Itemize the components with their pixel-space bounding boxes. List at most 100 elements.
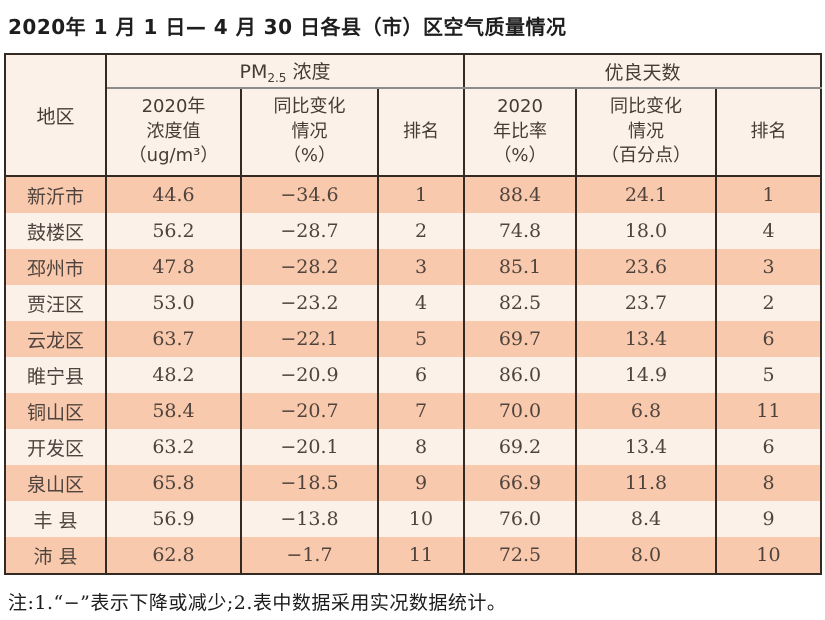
pm-change-cell: −1.7 (240, 537, 379, 574)
pm-change-cell: −23.2 (240, 285, 379, 321)
table-row: 邳州市 47.8 −28.2 3 85.1 23.6 3 (4, 249, 823, 285)
pm-value-cell: 56.9 (105, 501, 242, 537)
pm-rank-header-cell: 排名 (377, 88, 465, 177)
pm-change-cell: −13.8 (240, 501, 379, 537)
pm-change-cell: −34.6 (240, 176, 379, 213)
pm-rank-cell: 8 (377, 429, 465, 465)
pm-value-header-cell: 2020年 浓度值 （ug/m³） (105, 88, 242, 177)
good-change-cell: 23.6 (575, 249, 717, 285)
group-header-row: 地区 PM2.5 浓度 优良天数 (4, 54, 823, 177)
table-row: 新沂市 44.6 −34.6 1 88.4 24.1 1 (4, 176, 823, 213)
pm-value-cell: 53.0 (105, 285, 242, 321)
table-footnote: 注:1.“−”表示下降或减少;2.表中数据采用实况数据统计。 (8, 592, 507, 614)
region-cell: 鼓楼区 (4, 213, 107, 249)
good-rank-cell: 4 (714, 213, 823, 249)
good-rank-cell: 10 (714, 537, 823, 574)
table-header: 地区 PM2.5 浓度 优良天数 2020年 浓度值 （ug/m³） 同比变化 … (4, 54, 823, 177)
pm-group-header-cell: PM2.5 浓度 (105, 54, 465, 89)
pm-rank-cell: 3 (377, 249, 465, 285)
good-change-cell: 8.0 (575, 537, 717, 574)
table-row: 贾汪区 53.0 −23.2 4 82.5 23.7 2 (4, 285, 823, 321)
good-change-cell: 14.9 (575, 357, 717, 393)
pm-change-cell: −20.1 (240, 429, 379, 465)
good-rate-cell: 66.9 (463, 465, 577, 501)
region-cell: 铜山区 (4, 393, 107, 429)
good-change-cell: 24.1 (575, 176, 717, 213)
pm-change-cell: −28.7 (240, 213, 379, 249)
good-rank-header-cell: 排名 (714, 88, 823, 177)
table-row: 沛 县 62.8 −1.7 11 72.5 8.0 10 (4, 537, 823, 574)
pm-label-subscript: 2.5 (267, 71, 287, 85)
region-cell: 开发区 (4, 429, 107, 465)
region-cell: 贾汪区 (4, 285, 107, 321)
pm-label-suffix: 浓度 (286, 61, 331, 83)
pm-rank-cell: 1 (377, 176, 465, 213)
table-body: 新沂市 44.6 −34.6 1 88.4 24.1 1 鼓楼区 56.2 −2… (4, 176, 823, 574)
good-rank-cell: 3 (714, 249, 823, 285)
region-cell: 沛 县 (4, 537, 107, 574)
good-rate-header-cell: 2020 年比率 （%） (463, 88, 577, 177)
table-row: 铜山区 58.4 −20.7 7 70.0 6.8 11 (4, 393, 823, 429)
good-rate-cell: 72.5 (463, 537, 577, 574)
table-row: 云龙区 63.7 −22.1 5 69.7 13.4 6 (4, 321, 823, 357)
pm-value-cell: 56.2 (105, 213, 242, 249)
region-cell: 丰 县 (4, 501, 107, 537)
good-change-cell: 23.7 (575, 285, 717, 321)
pm-value-cell: 62.8 (105, 537, 242, 574)
good-change-cell: 13.4 (575, 321, 717, 357)
pm-value-cell: 47.8 (105, 249, 242, 285)
good-change-cell: 8.4 (575, 501, 717, 537)
region-cell: 睢宁县 (4, 357, 107, 393)
good-rank-cell: 9 (714, 501, 823, 537)
pm-change-cell: −28.2 (240, 249, 379, 285)
good-rank-cell: 11 (714, 393, 823, 429)
pm-value-cell: 65.8 (105, 465, 242, 501)
good-change-cell: 6.8 (575, 393, 717, 429)
region-cell: 新沂市 (4, 176, 107, 213)
good-days-group-header-cell: 优良天数 (462, 54, 823, 89)
good-rate-cell: 70.0 (463, 393, 577, 429)
good-change-cell: 11.8 (575, 465, 717, 501)
pm-rank-cell: 4 (377, 285, 465, 321)
pm-label-prefix: PM (239, 61, 268, 83)
good-rate-cell: 69.7 (463, 321, 577, 357)
pm-value-cell: 44.6 (105, 176, 242, 213)
good-change-cell: 13.4 (575, 429, 717, 465)
pm-rank-cell: 10 (377, 501, 465, 537)
good-rate-cell: 74.8 (463, 213, 577, 249)
pm-rank-cell: 6 (377, 357, 465, 393)
good-rate-cell: 82.5 (463, 285, 577, 321)
table-row: 丰 县 56.9 −13.8 10 76.0 8.4 9 (4, 501, 823, 537)
pm-value-cell: 63.2 (105, 429, 242, 465)
pm-rank-cell: 9 (377, 465, 465, 501)
region-header-cell: 地区 (4, 54, 107, 177)
pm-value-cell: 63.7 (105, 321, 242, 357)
pm-rank-cell: 7 (377, 393, 465, 429)
air-quality-table: 地区 PM2.5 浓度 优良天数 2020年 浓度值 （ug/m³） 同比变化 … (4, 53, 823, 575)
good-rank-cell: 8 (714, 465, 823, 501)
pm-change-header-cell: 同比变化 情况 （%） (240, 88, 379, 177)
good-rate-cell: 76.0 (463, 501, 577, 537)
pm-value-cell: 48.2 (105, 357, 242, 393)
pm-change-cell: −18.5 (240, 465, 379, 501)
sub-header-row: 2020年 浓度值 （ug/m³） 同比变化 情况 （%） 排名 2020 年比… (5, 88, 823, 177)
good-rank-cell: 5 (714, 357, 823, 393)
pm-value-cell: 58.4 (105, 393, 242, 429)
pm-change-cell: −20.9 (240, 357, 379, 393)
pm-change-cell: −20.7 (240, 393, 379, 429)
good-rank-cell: 1 (714, 176, 823, 213)
good-rate-cell: 86.0 (463, 357, 577, 393)
good-change-cell: 18.0 (575, 213, 717, 249)
good-rate-cell: 69.2 (463, 429, 577, 465)
table-row: 睢宁县 48.2 −20.9 6 86.0 14.9 5 (4, 357, 823, 393)
good-rank-cell: 6 (714, 321, 823, 357)
good-rate-cell: 88.4 (463, 176, 577, 213)
table-row: 开发区 63.2 −20.1 8 69.2 13.4 6 (4, 429, 823, 465)
region-cell: 泉山区 (4, 465, 107, 501)
pm-change-cell: −22.1 (240, 321, 379, 357)
region-cell: 云龙区 (4, 321, 107, 357)
good-rank-cell: 6 (714, 429, 823, 465)
region-cell: 邳州市 (4, 249, 107, 285)
table-row: 泉山区 65.8 −18.5 9 66.9 11.8 8 (4, 465, 823, 501)
